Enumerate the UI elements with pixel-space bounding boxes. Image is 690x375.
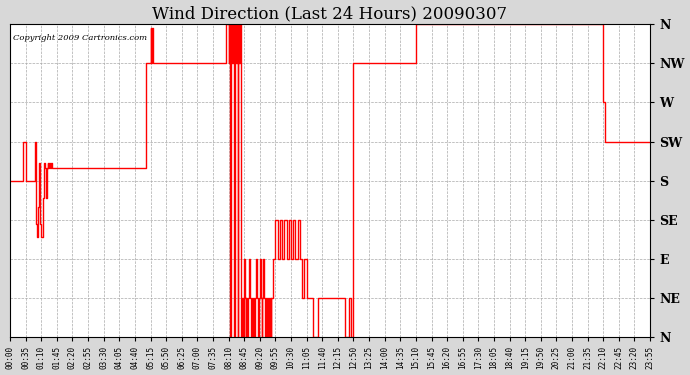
Title: Wind Direction (Last 24 Hours) 20090307: Wind Direction (Last 24 Hours) 20090307 xyxy=(152,6,508,22)
Text: Copyright 2009 Cartronics.com: Copyright 2009 Cartronics.com xyxy=(13,33,148,42)
